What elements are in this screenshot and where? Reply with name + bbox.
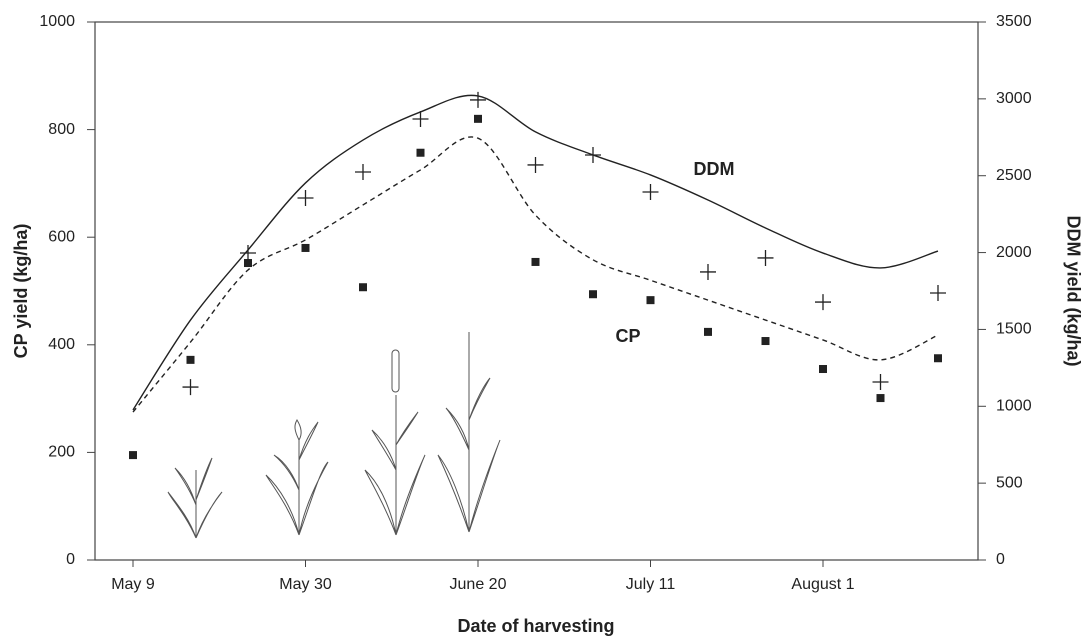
series-label: CP [615,326,640,346]
plant-3 [365,350,425,535]
fit-curve [133,137,938,412]
y2-tick-label: 2500 [996,167,1032,184]
y-tick-label: 600 [48,228,75,245]
square-marker [704,328,712,336]
cross-marker [355,164,371,180]
plant-4 [438,332,500,532]
y-tick-label: 1000 [39,13,75,30]
y2-tick-label: 2000 [996,244,1032,261]
cross-marker [700,264,716,280]
chart: Date of harvesting CP yield (kg/ha) DDM … [0,0,1087,639]
square-marker [532,258,540,266]
cross-marker [758,250,774,266]
series-label: DDM [694,159,735,179]
cross-marker [873,374,889,390]
y-tick-label: 400 [48,336,75,353]
y2-tick-label: 3000 [996,90,1032,107]
y-tick-label: 0 [66,551,75,568]
x-tick-label: May 9 [111,576,155,593]
x-tick-label: August 1 [791,576,854,593]
square-marker [762,337,770,345]
cross-marker [183,379,199,395]
plant-2 [266,420,328,535]
x-axis-title: Date of harvesting [457,616,614,636]
square-marker [129,451,137,459]
y2-tick-label: 3500 [996,13,1032,30]
y2-tick-label: 1500 [996,321,1032,338]
square-marker [359,283,367,291]
y2-tick-label: 500 [996,474,1023,491]
square-marker [417,149,425,157]
plant-illustrations [168,332,500,538]
square-marker [819,365,827,373]
y2-axis-title: DDM yield (kg/ha) [1063,215,1083,366]
square-marker [187,356,195,364]
cross-marker [240,245,256,261]
square-marker [934,354,942,362]
square-marker [589,290,597,298]
y-tick-label: 800 [48,121,75,138]
cross-marker [298,190,314,206]
y-tick-label: 200 [48,444,75,461]
cross-marker [585,147,601,163]
x-tick-label: May 30 [279,576,332,593]
square-marker [647,296,655,304]
cross-marker [470,92,486,108]
plot-frame [95,22,978,560]
plant-1 [168,458,222,538]
y2-tick-label: 0 [996,551,1005,568]
square-marker [302,244,310,252]
cross-marker [643,184,659,200]
x-tick-label: July 11 [626,576,676,593]
cross-marker [930,285,946,301]
square-marker [877,394,885,402]
cross-marker [815,294,831,310]
y-axis-title: CP yield (kg/ha) [11,224,31,359]
x-tick-label: June 20 [450,576,507,593]
cross-marker [528,157,544,173]
square-marker [474,115,482,123]
y2-tick-label: 1000 [996,398,1032,415]
